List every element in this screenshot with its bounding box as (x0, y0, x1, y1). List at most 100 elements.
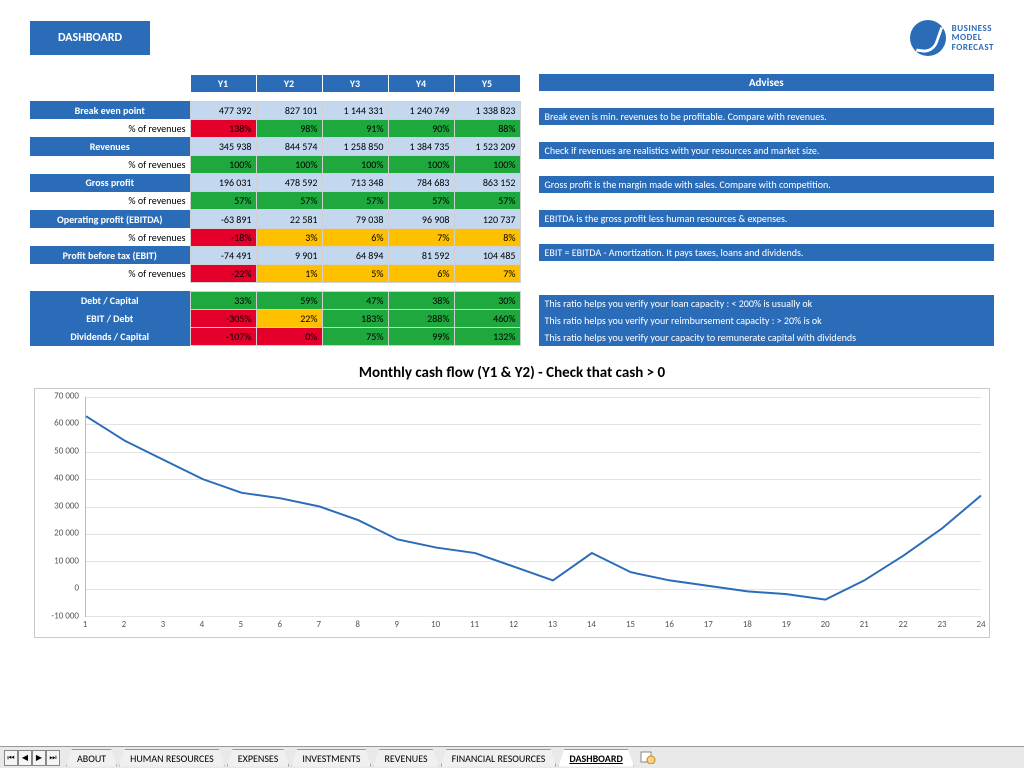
kpi-cell: 1 523 209 (454, 137, 520, 155)
kpi-cell: 196 031 (190, 174, 256, 192)
x-axis-label: 13 (548, 619, 557, 630)
advise-text: EBITDA is the gross profit less human re… (539, 210, 995, 227)
kpi-cell: 81 592 (388, 246, 454, 264)
kpi-cell: 9 901 (256, 246, 322, 264)
sheet-tab-about[interactable]: ABOUT (66, 749, 117, 767)
kpi-cell: 6% (388, 264, 454, 282)
kpi-cell: 183% (322, 309, 388, 327)
kpi-cell: 1 338 823 (454, 101, 520, 119)
y-axis-label: 0 (74, 583, 79, 594)
y-axis-label: 60 000 (54, 418, 79, 429)
y-axis-label: -10 000 (51, 610, 79, 621)
kpi-cell: 100% (454, 156, 520, 174)
x-axis-label: 15 (626, 619, 635, 630)
sheet-tab-expenses[interactable]: EXPENSES (227, 749, 290, 767)
kpi-cell: -74 491 (190, 246, 256, 264)
kpi-cell: 22% (256, 309, 322, 327)
kpi-cell: 288% (388, 309, 454, 327)
x-axis-label: 21 (860, 619, 869, 630)
tab-nav-last[interactable]: ⏭ (46, 750, 60, 766)
x-axis-label: 7 (316, 619, 321, 630)
kpi-row-label: Profit before tax (EBIT) (30, 246, 190, 264)
y-axis-label: 50 000 (54, 445, 79, 456)
year-header: Y3 (322, 75, 388, 93)
kpi-sub-label: % of revenues (30, 156, 190, 174)
ratio-row-label: Dividends / Capital (30, 327, 190, 345)
kpi-cell: 100% (190, 156, 256, 174)
kpi-cell: 784 683 (388, 174, 454, 192)
kpi-cell: 120 737 (454, 210, 520, 228)
kpi-cell: 460% (454, 309, 520, 327)
year-header: Y5 (454, 75, 520, 93)
x-axis-label: 22 (899, 619, 908, 630)
tab-nav-first[interactable]: ⏮ (4, 750, 18, 766)
y-axis-label: 70 000 (54, 390, 79, 401)
x-axis-label: 10 (431, 619, 440, 630)
x-axis-label: 5 (239, 619, 244, 630)
kpi-cell: 1 144 331 (322, 101, 388, 119)
sheet-tab-dashboard[interactable]: DASHBOARD (558, 749, 633, 767)
year-header: Y4 (388, 75, 454, 93)
tab-nav-prev[interactable]: ◀ (18, 750, 32, 766)
advise-text: Break even is min. revenues to be profit… (539, 108, 995, 125)
kpi-sub-label: % of revenues (30, 192, 190, 210)
kpi-cell: 96 908 (388, 210, 454, 228)
kpi-cell: 1% (256, 264, 322, 282)
kpi-row-label: Gross profit (30, 174, 190, 192)
kpi-row-label: Break even point (30, 101, 190, 119)
kpi-cell: 478 592 (256, 174, 322, 192)
kpi-cell: 138% (190, 119, 256, 137)
kpi-cell: 1 384 735 (388, 137, 454, 155)
kpi-cell: 88% (454, 119, 520, 137)
sheet-tab-financial resources[interactable]: FINANCIAL RESOURCES (441, 749, 557, 767)
kpi-cell: 827 101 (256, 101, 322, 119)
kpi-row-label: Revenues (30, 137, 190, 155)
kpi-cell: 64 894 (322, 246, 388, 264)
x-axis-label: 17 (704, 619, 713, 630)
kpi-cell: -305% (190, 309, 256, 327)
kpi-table: Y1Y2Y3Y4Y5Break even point477 392827 101… (30, 74, 521, 346)
kpi-cell: 1 258 850 (322, 137, 388, 155)
kpi-cell: 6% (322, 228, 388, 246)
year-header: Y1 (190, 75, 256, 93)
new-sheet-icon[interactable] (640, 750, 658, 766)
x-axis-label: 20 (821, 619, 830, 630)
kpi-cell: 1 240 749 (388, 101, 454, 119)
kpi-cell: 7% (454, 264, 520, 282)
sheet-tab-human resources[interactable]: HUMAN RESOURCES (119, 749, 225, 767)
ratio-row-label: Debt / Capital (30, 291, 190, 309)
kpi-cell: 104 485 (454, 246, 520, 264)
y-axis-label: 30 000 (54, 500, 79, 511)
kpi-cell: 47% (322, 291, 388, 309)
kpi-cell: 30% (454, 291, 520, 309)
cashflow-chart: -10 000010 00020 00030 00040 00050 00060… (34, 388, 990, 638)
advises-column: AdvisesBreak even is min. revenues to be… (539, 74, 995, 346)
x-axis-label: 24 (976, 619, 985, 630)
x-axis-label: 14 (587, 619, 596, 630)
x-axis-label: 12 (509, 619, 518, 630)
sheet-tab-investments[interactable]: INVESTMENTS (291, 749, 371, 767)
kpi-cell: -107% (190, 327, 256, 345)
advise-text: Check if revenues are realistics with yo… (539, 142, 995, 159)
kpi-sub-label: % of revenues (30, 119, 190, 137)
kpi-cell: 33% (190, 291, 256, 309)
kpi-cell: 57% (256, 192, 322, 210)
dashboard-header-button[interactable]: DASHBOARD (30, 21, 150, 55)
x-axis-label: 2 (122, 619, 127, 630)
logo-icon (910, 20, 946, 56)
kpi-cell: 59% (256, 291, 322, 309)
x-axis-label: 3 (161, 619, 166, 630)
advise-text: EBIT = EBITDA - Amortization. It pays ta… (539, 244, 995, 261)
tab-nav-next[interactable]: ▶ (32, 750, 46, 766)
kpi-cell: 100% (256, 156, 322, 174)
sheet-tab-revenues[interactable]: REVENUES (373, 749, 438, 767)
kpi-cell: 22 581 (256, 210, 322, 228)
kpi-cell: 713 348 (322, 174, 388, 192)
kpi-cell: 57% (454, 192, 520, 210)
kpi-cell: 3% (256, 228, 322, 246)
kpi-cell: 75% (322, 327, 388, 345)
kpi-cell: 90% (388, 119, 454, 137)
advise-text: This ratio helps you verify your loan ca… (539, 295, 995, 312)
x-axis-label: 18 (743, 619, 752, 630)
kpi-cell: 345 938 (190, 137, 256, 155)
